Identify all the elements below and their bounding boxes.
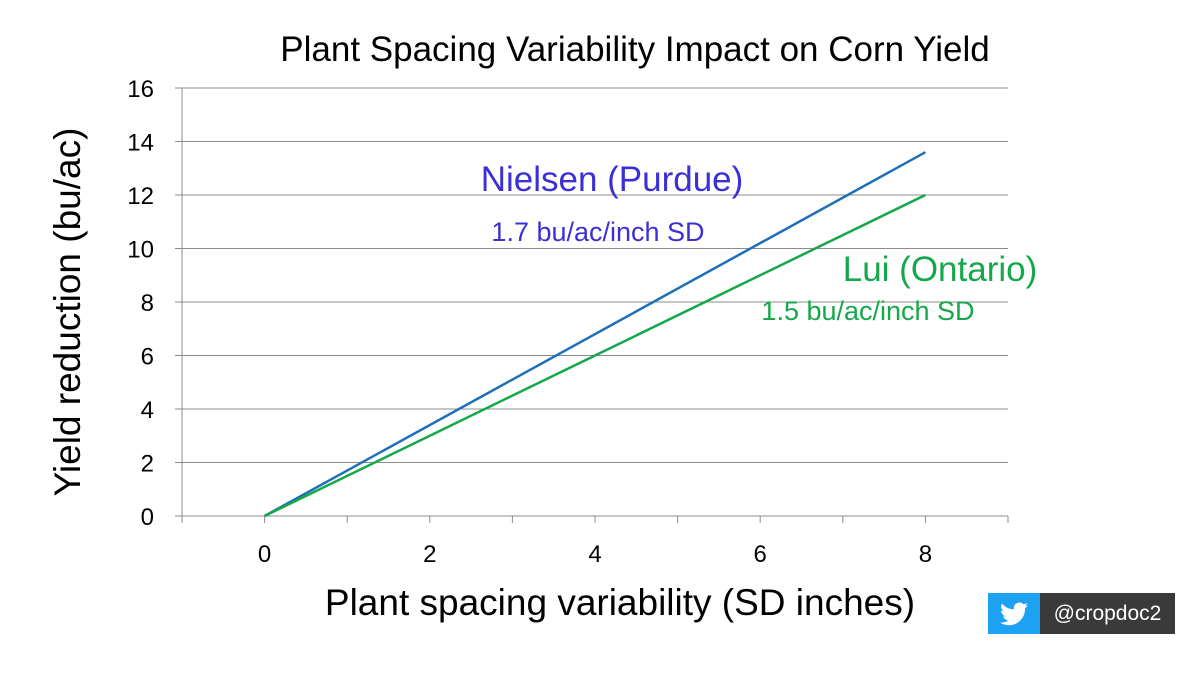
y-tick-label-4: 4: [141, 397, 154, 424]
y-tick-label-16: 16: [127, 76, 154, 103]
y-axis-label: Yield reduction (bu/ac): [47, 128, 88, 497]
y-tick-label-6: 6: [141, 344, 154, 371]
x-tick-label-2: 2: [423, 541, 436, 568]
y-tick-labels: 0 2 4 6 8 10 12 14 16: [127, 76, 154, 531]
y-tick-label-8: 8: [141, 290, 154, 317]
series-line-0: [263, 151, 927, 518]
slope-label-lui: 1.5 bu/ac/inch SD: [761, 296, 974, 326]
series-label-lui: Lui (Ontario): [843, 250, 1038, 289]
chart-title: Plant Spacing Variability Impact on Corn…: [280, 30, 989, 69]
x-tick-label-6: 6: [754, 541, 767, 568]
y-tick-label-10: 10: [127, 237, 154, 264]
x-tick-label-4: 4: [588, 541, 601, 568]
y-tick-label-2: 2: [141, 451, 154, 478]
series-line-1: [264, 193, 926, 518]
x-tick-label-0: 0: [258, 541, 271, 568]
slope-label-nielsen: 1.7 bu/ac/inch SD: [491, 217, 704, 247]
series-lines: [263, 151, 927, 518]
twitter-bird-icon: [988, 593, 1040, 634]
y-tick-label-14: 14: [127, 130, 154, 157]
series-label-nielsen: Nielsen (Purdue): [481, 160, 744, 199]
x-tick-labels: 0 2 4 6 8: [258, 541, 932, 568]
x-tick-label-8: 8: [919, 541, 932, 568]
twitter-badge[interactable]: @cropdoc2: [988, 593, 1175, 634]
y-tick-label-12: 12: [127, 183, 154, 210]
axes: [175, 87, 1009, 523]
twitter-handle[interactable]: @cropdoc2: [1040, 593, 1175, 634]
x-axis-label: Plant spacing variability (SD inches): [325, 582, 915, 623]
y-tick-label-0: 0: [141, 504, 154, 531]
